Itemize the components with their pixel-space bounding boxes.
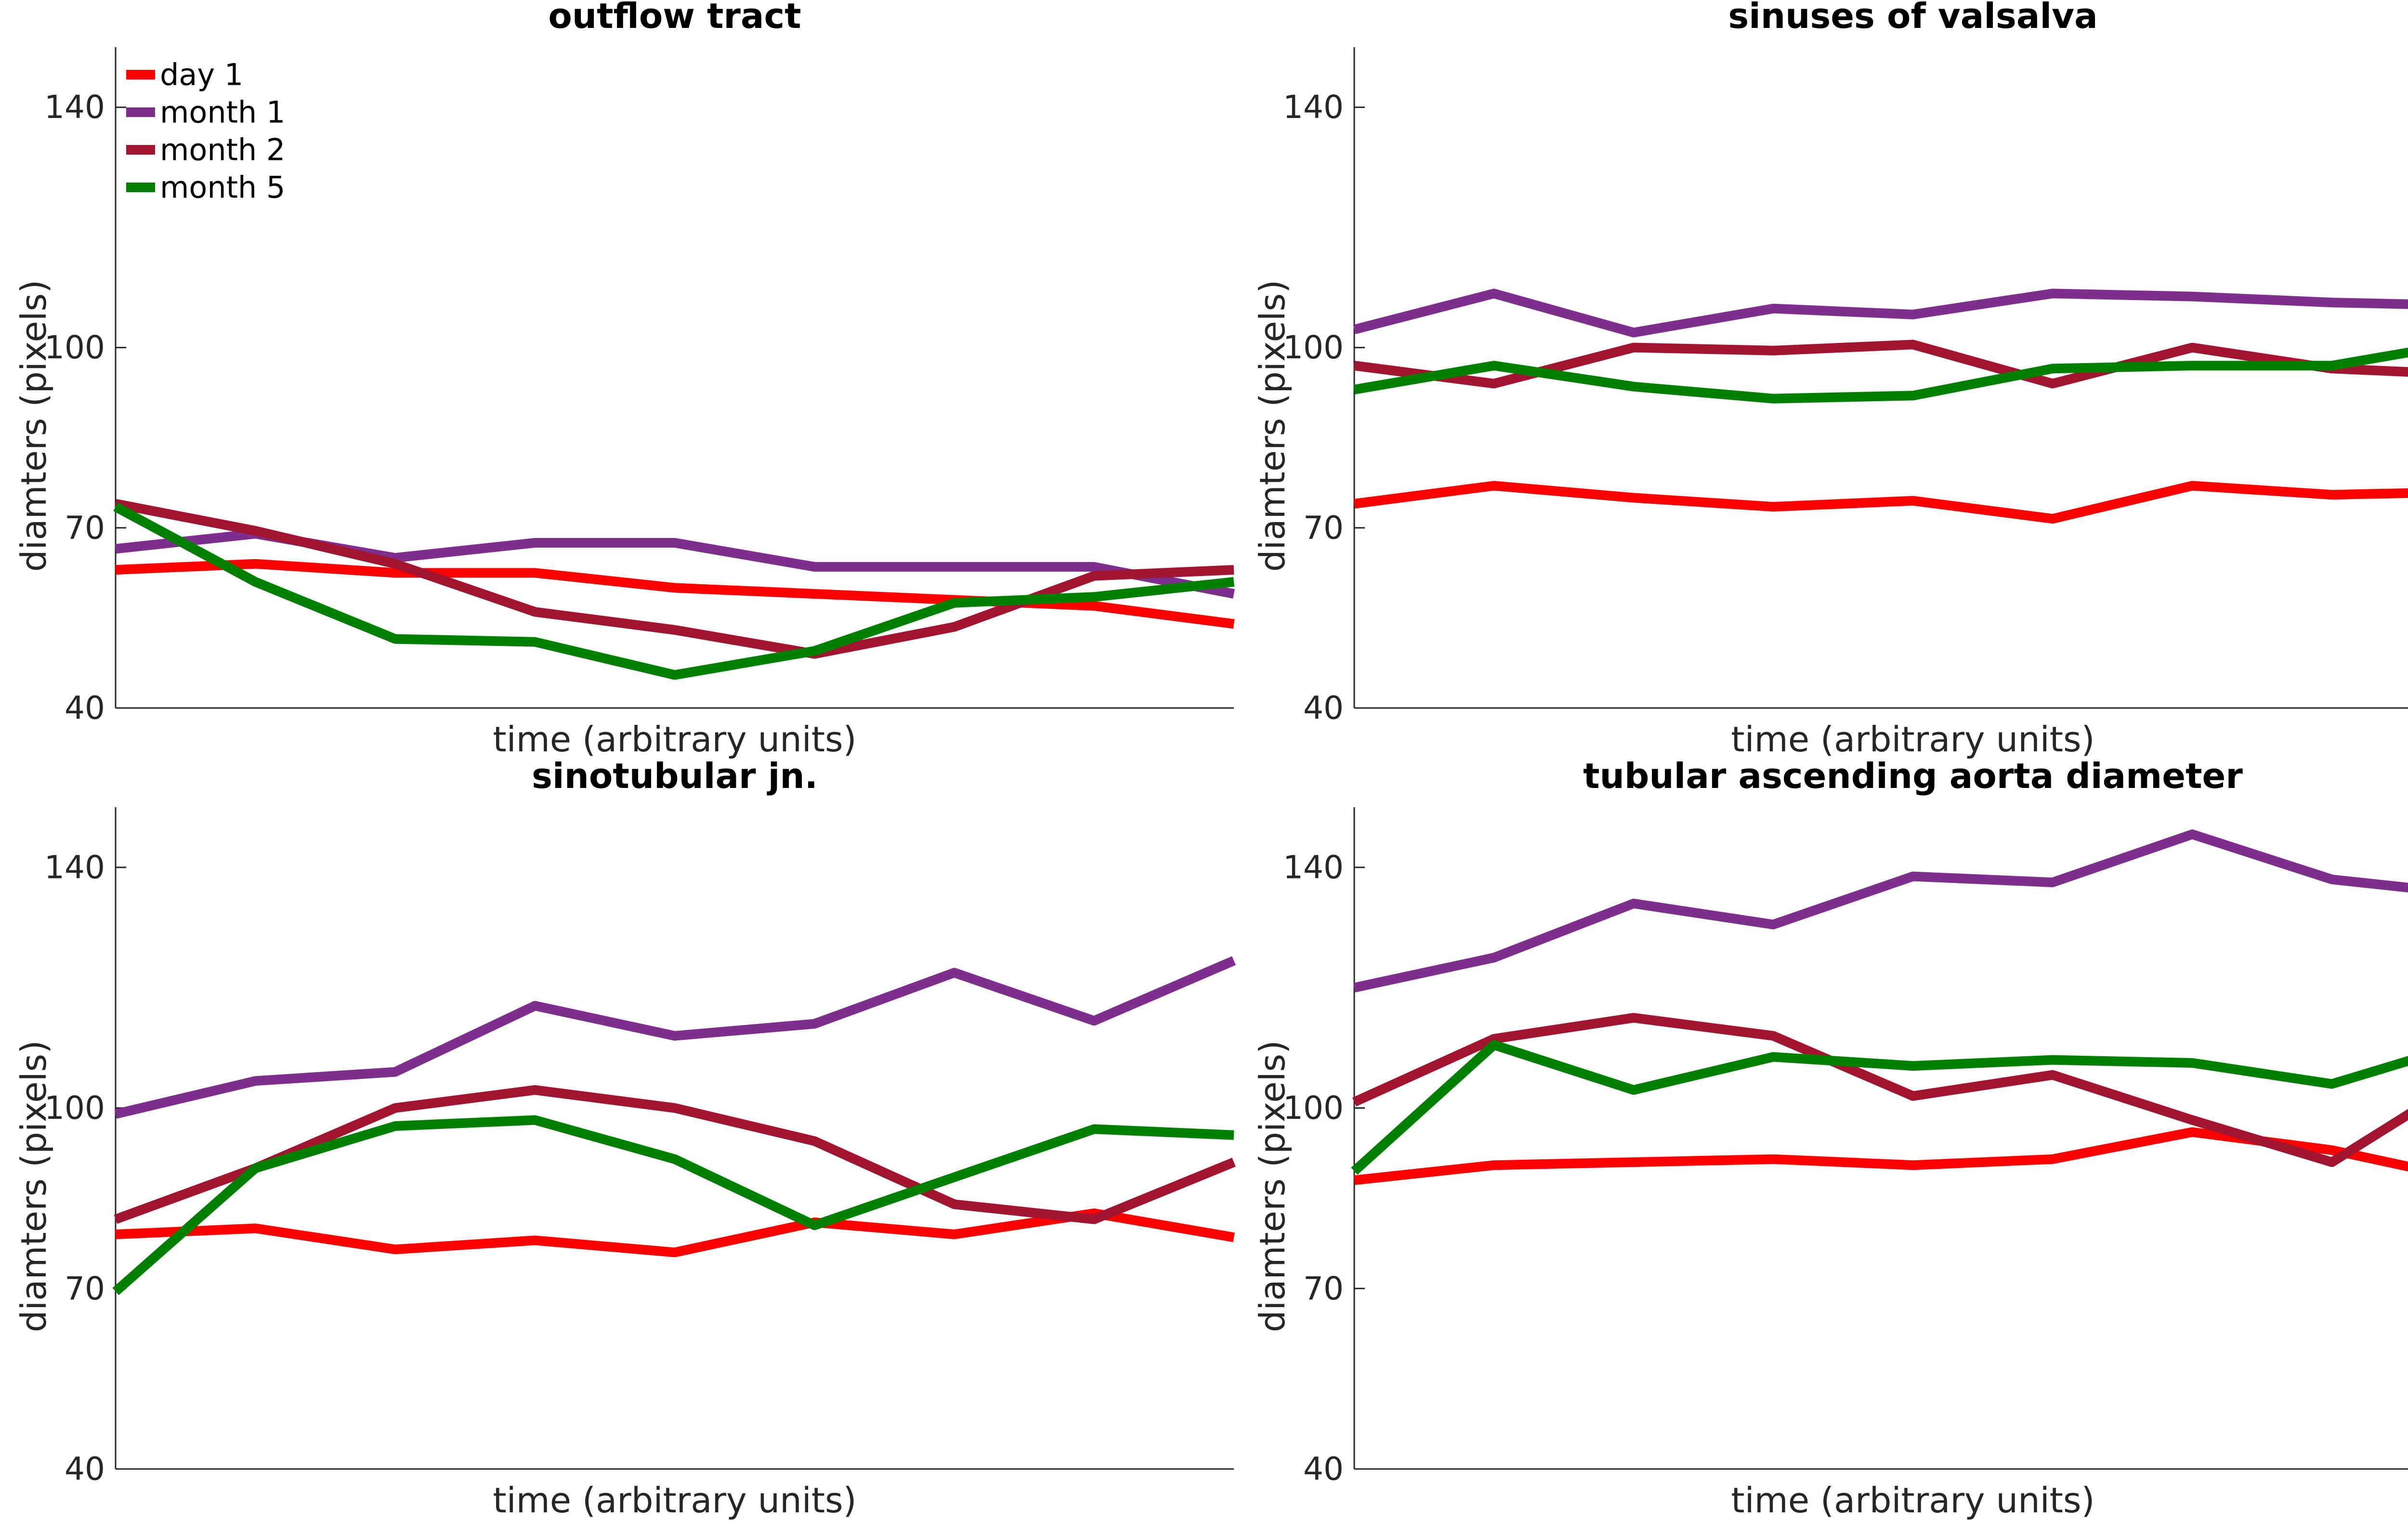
chart-panel-1: 40 70 100 140 outflow tract time (arbitrary u… [13, 0, 1235, 760]
series-line-month-5 [1353, 347, 2408, 404]
series-line-month-5 [1351, 1040, 2408, 1175]
panel-title: tubular ascending aorta diameter [1583, 756, 2243, 796]
series-line-month-5 [112, 1115, 1234, 1296]
y-tick-label: 40 [1303, 690, 1344, 727]
legend-label: month 1 [160, 95, 285, 130]
series-line-day-1 [115, 559, 1235, 629]
series-line-month-1 [1353, 829, 2408, 993]
y-tick-label: 40 [65, 690, 105, 727]
chart-panel-3: 40 70 100 140 sinotubular jn. time (arbitrary… [13, 756, 1236, 1521]
chart-panel-2: 40 70 100 140 sinuses of valsalva time (arbit… [1252, 0, 2408, 760]
panel-title: sinotubular jn. [532, 756, 818, 796]
x-axis-label: time (arbitrary units) [1731, 719, 2094, 760]
y-tick-label: 100 [44, 1089, 105, 1127]
y-tick-label: 100 [44, 329, 105, 366]
y-tick-label: 140 [44, 89, 105, 126]
y-tick-label: 40 [65, 1451, 105, 1488]
series-line-month-2 [115, 499, 1234, 659]
y-axis-label: diamters (pixels) [1252, 1040, 1293, 1333]
legend-label: month 2 [160, 132, 285, 168]
series-line-day-1 [1353, 481, 2408, 524]
series-line-month-1 [114, 956, 1236, 1119]
y-tick-label: 140 [44, 849, 105, 886]
x-axis-label: time (arbitrary units) [493, 1480, 856, 1521]
series-line-month-5 [113, 502, 1235, 680]
y-tick-label: 70 [65, 509, 105, 546]
x-axis-label: time (arbitrary units) [493, 719, 856, 760]
series-line-month-2 [114, 1085, 1236, 1224]
y-tick-label: 40 [1303, 1451, 1344, 1488]
legend-label: day 1 [160, 57, 243, 92]
y-tick-label: 140 [1283, 849, 1344, 886]
y-tick-label: 140 [1283, 89, 1344, 126]
panel-title: outflow tract [548, 0, 801, 36]
series-line-day-1 [115, 1208, 1235, 1258]
y-tick-label: 70 [65, 1270, 105, 1307]
x-axis-label: time (arbitrary units) [1731, 1480, 2094, 1521]
y-tick-label: 100 [1283, 1089, 1344, 1127]
y-tick-label: 70 [1303, 1270, 1344, 1307]
series-line-month-2 [1352, 1013, 2408, 1167]
legend-label: month 5 [160, 170, 285, 205]
y-axis-label: diamters (pixels) [13, 1040, 54, 1333]
series-line-month-1 [1353, 288, 2408, 338]
chart-panel-4: 40 70 100 140 tubular ascending aorta diamet… [1252, 756, 2408, 1521]
panel-title: sinuses of valsalva [1728, 0, 2097, 36]
y-axis-label: diamters (pixels) [1252, 280, 1293, 572]
y-axis-label: diamters (pixels) [13, 280, 54, 572]
y-tick-label: 70 [1303, 509, 1344, 546]
y-tick-label: 100 [1283, 329, 1344, 366]
